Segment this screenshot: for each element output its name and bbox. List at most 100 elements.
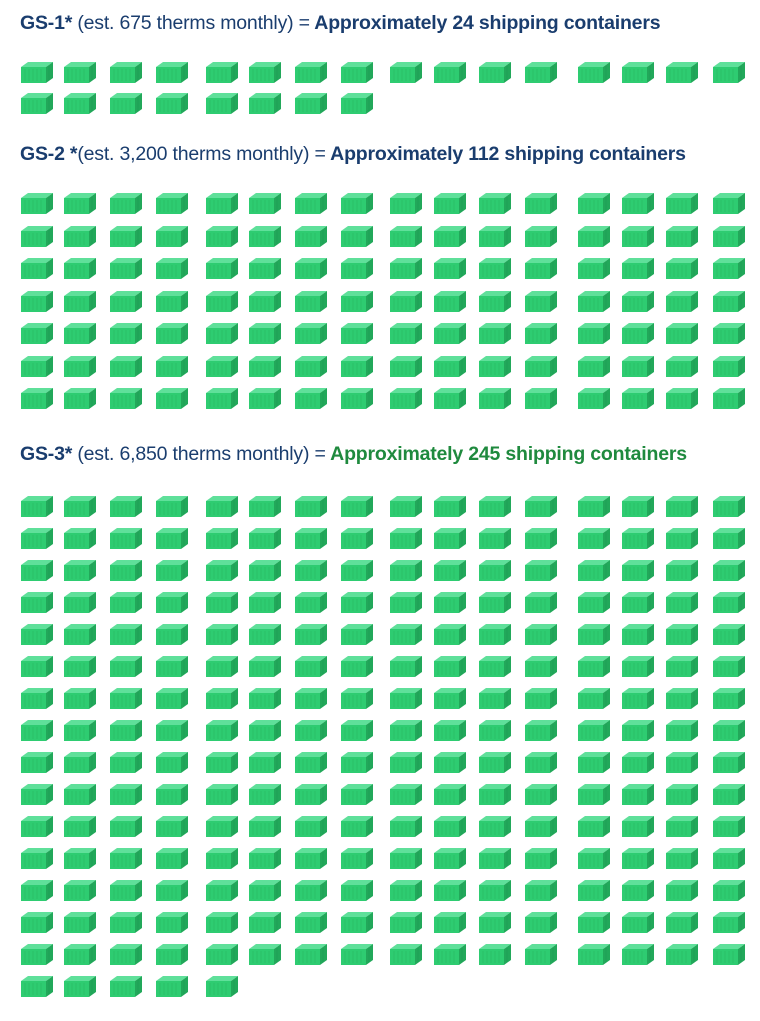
shipping-container-icon [63, 387, 97, 411]
shipping-container-icon [524, 591, 558, 615]
shipping-container-icon [524, 719, 558, 743]
shipping-container-icon [109, 225, 143, 249]
shipping-container-icon [478, 355, 512, 379]
shipping-container-icon [248, 322, 282, 346]
shipping-container-icon [577, 290, 611, 314]
gs3-estimate: (est. 6,850 therms monthly) = [72, 443, 326, 465]
shipping-container-icon [665, 783, 699, 807]
shipping-container-icon [294, 623, 328, 647]
shipping-container-icon [665, 623, 699, 647]
shipping-container-icon [109, 655, 143, 679]
shipping-container-icon [294, 527, 328, 551]
shipping-container-icon [155, 495, 189, 519]
shipping-container-icon [63, 911, 97, 935]
shipping-container-icon [340, 495, 374, 519]
shipping-container-icon [20, 527, 54, 551]
shipping-container-icon [248, 719, 282, 743]
shipping-container-icon [433, 911, 467, 935]
shipping-container-icon [524, 290, 558, 314]
shipping-container-icon [248, 783, 282, 807]
shipping-container-icon [248, 355, 282, 379]
shipping-container-icon [205, 192, 239, 216]
shipping-container-icon [109, 92, 143, 116]
shipping-container-icon [665, 751, 699, 775]
shipping-container-icon [155, 687, 189, 711]
shipping-container-icon [478, 61, 512, 85]
shipping-container-icon [109, 975, 143, 999]
shipping-container-icon [205, 355, 239, 379]
shipping-container-icon [205, 975, 239, 999]
shipping-container-icon [577, 527, 611, 551]
gs3-code: GS-3* [20, 443, 73, 465]
shipping-container-icon [665, 495, 699, 519]
shipping-container-icon [621, 225, 655, 249]
shipping-container-icon [63, 879, 97, 903]
shipping-container-icon [63, 943, 97, 967]
shipping-container-icon [524, 225, 558, 249]
shipping-container-icon [340, 192, 374, 216]
shipping-container-icon [712, 61, 746, 85]
shipping-container-icon [63, 591, 97, 615]
shipping-container-icon [524, 387, 558, 411]
shipping-container-icon [478, 559, 512, 583]
shipping-container-icon [577, 655, 611, 679]
shipping-container-icon [109, 290, 143, 314]
shipping-container-icon [340, 92, 374, 116]
shipping-container-icon [712, 911, 746, 935]
shipping-container-icon [389, 527, 423, 551]
shipping-container-icon [433, 355, 467, 379]
shipping-container-icon [294, 751, 328, 775]
shipping-container-icon [294, 943, 328, 967]
shipping-container-icon [248, 61, 282, 85]
gs2-estimate: (est. 3,200 therms monthly) = [77, 143, 326, 165]
shipping-container-icon [577, 192, 611, 216]
shipping-container-icon [712, 290, 746, 314]
gs1-estimate: (est. 675 therms monthly) = [72, 12, 310, 34]
shipping-container-icon [478, 847, 512, 871]
shipping-container-icon [621, 61, 655, 85]
shipping-container-icon [524, 355, 558, 379]
shipping-container-icon [109, 387, 143, 411]
shipping-container-icon [433, 387, 467, 411]
shipping-container-icon [712, 655, 746, 679]
shipping-container-icon [340, 655, 374, 679]
shipping-container-icon [340, 225, 374, 249]
shipping-container-icon [63, 192, 97, 216]
shipping-container-icon [340, 257, 374, 281]
shipping-container-icon [20, 751, 54, 775]
shipping-container-icon [433, 61, 467, 85]
shipping-container-icon [524, 559, 558, 583]
shipping-container-icon [294, 225, 328, 249]
shipping-container-icon [577, 61, 611, 85]
shipping-container-icon [665, 687, 699, 711]
shipping-container-icon [20, 225, 54, 249]
shipping-container-icon [577, 623, 611, 647]
shipping-container-icon [524, 847, 558, 871]
shipping-container-icon [248, 911, 282, 935]
shipping-container-icon [577, 225, 611, 249]
shipping-container-icon [294, 257, 328, 281]
shipping-container-icon [577, 257, 611, 281]
shipping-container-icon [577, 719, 611, 743]
shipping-container-icon [621, 687, 655, 711]
shipping-container-icon [621, 847, 655, 871]
shipping-container-icon [478, 719, 512, 743]
shipping-container-icon [63, 719, 97, 743]
shipping-container-icon [205, 879, 239, 903]
shipping-container-icon [109, 61, 143, 85]
shipping-container-icon [621, 815, 655, 839]
shipping-container-icon [155, 192, 189, 216]
shipping-container-icon [433, 815, 467, 839]
shipping-container-icon [340, 943, 374, 967]
shipping-container-icon [63, 225, 97, 249]
shipping-container-icon [577, 495, 611, 519]
shipping-container-icon [389, 623, 423, 647]
shipping-container-icon [433, 655, 467, 679]
gs1-result: Approximately 24 shipping containers [309, 12, 661, 34]
shipping-container-icon [20, 815, 54, 839]
shipping-container-icon [433, 943, 467, 967]
shipping-container-icon [340, 591, 374, 615]
shipping-container-icon [248, 687, 282, 711]
shipping-container-icon [389, 879, 423, 903]
shipping-container-icon [294, 290, 328, 314]
